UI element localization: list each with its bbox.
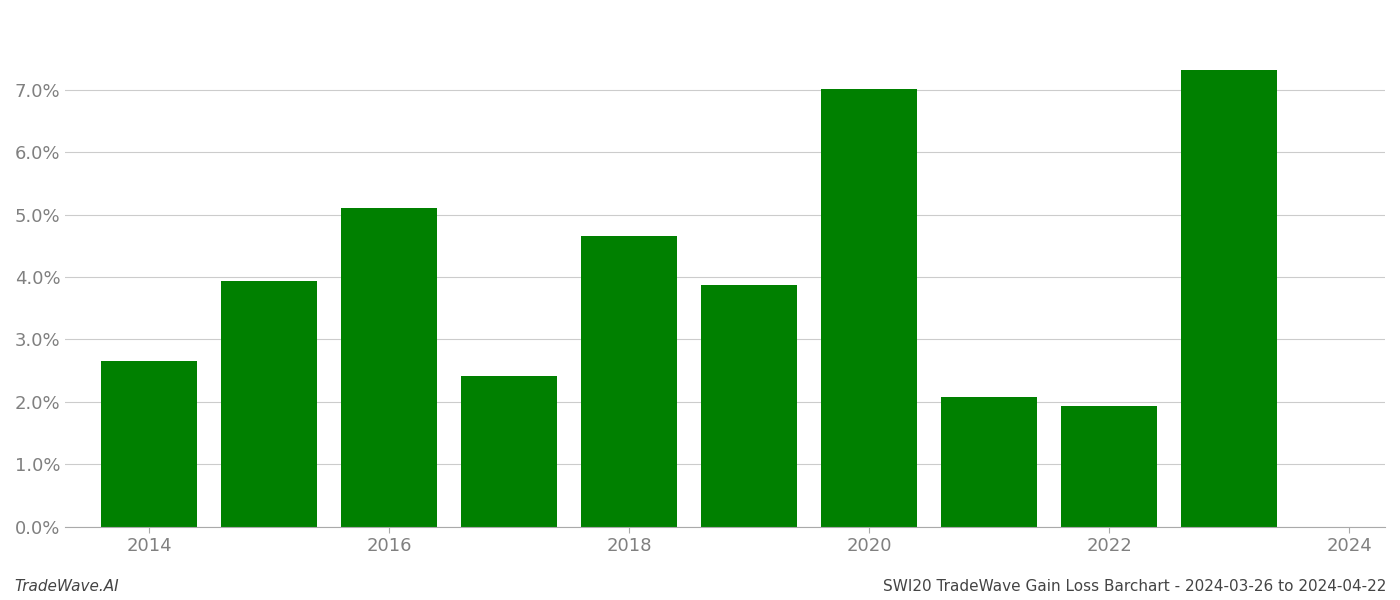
Text: TradeWave.AI: TradeWave.AI [14, 579, 119, 594]
Bar [581, 236, 678, 527]
Bar [822, 89, 917, 527]
Bar [342, 208, 437, 527]
Bar [221, 281, 318, 527]
Bar [101, 361, 197, 527]
Bar [1182, 70, 1277, 527]
Text: SWI20 TradeWave Gain Loss Barchart - 2024-03-26 to 2024-04-22: SWI20 TradeWave Gain Loss Barchart - 202… [882, 579, 1386, 594]
Bar [1061, 406, 1156, 527]
Bar [462, 376, 557, 527]
Bar [701, 284, 797, 527]
Bar [941, 397, 1037, 527]
